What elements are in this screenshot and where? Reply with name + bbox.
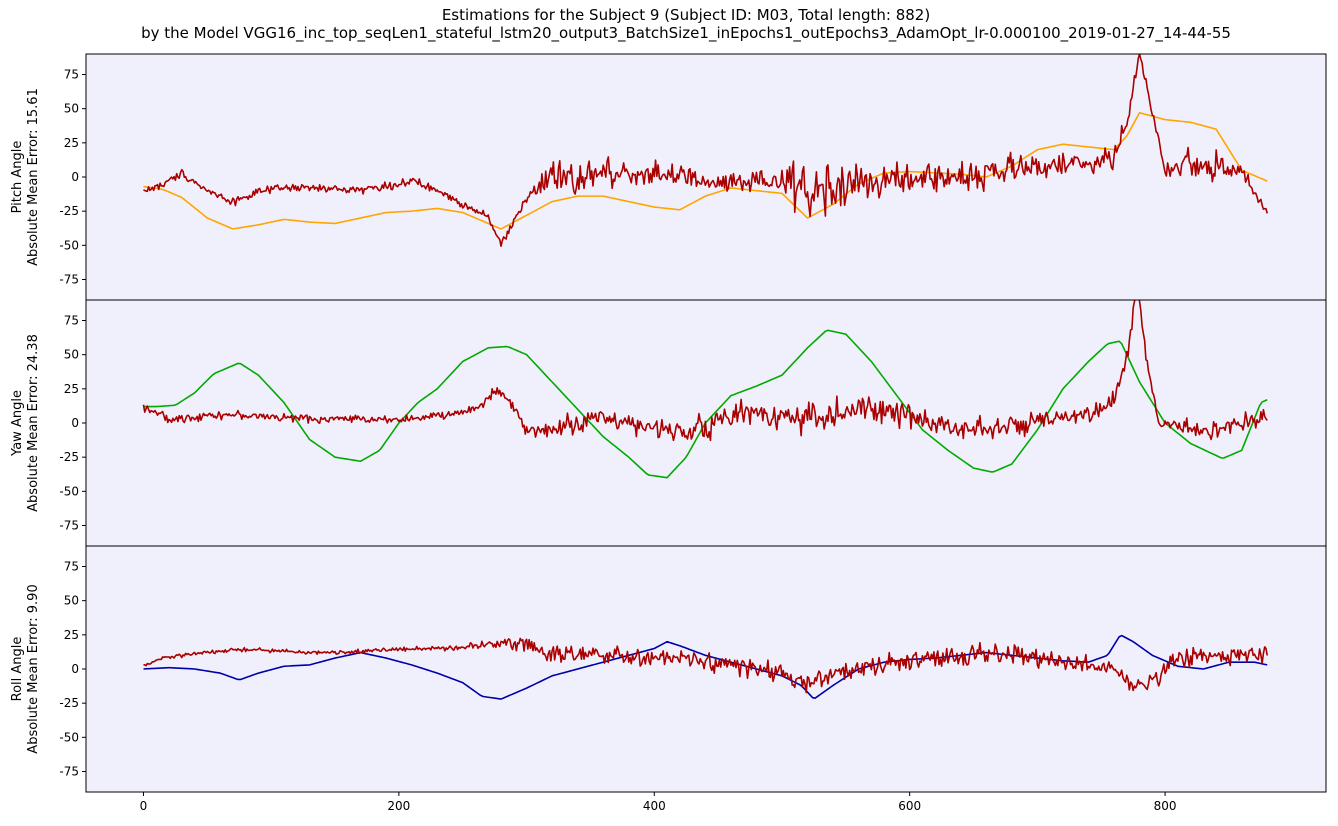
ytick-label: 25 [64,382,79,396]
xtick-label: 0 [140,799,148,813]
yticks-yaw: -75 -50 -25 0 25 50 75 [59,314,86,533]
ytick-label: -75 [59,273,79,287]
ytick-label: 0 [71,170,79,184]
ytick-label: 50 [64,594,79,608]
ytick-label: 75 [64,68,79,82]
chart-title-line2: by the Model VGG16_inc_top_seqLen1_state… [141,24,1231,43]
series-ground-truth-pitch [143,111,1268,230]
ylabel-yaw-line2: Absolute Mean Error: 24.38 [26,334,41,512]
series-estimation-yaw [142,300,1268,442]
ytick-label: 25 [64,628,79,642]
yticks-pitch: -75 -50 -25 0 25 50 75 [59,68,86,287]
ytick-label: -75 [59,519,79,533]
subplot-yaw: -75 -50 -25 0 25 50 75 Yaw Angle Absolute Mean… [10,299,1327,547]
ytick-label: 50 [64,348,79,362]
xtick-label: 200 [387,799,410,813]
xtick-label: 800 [1154,799,1177,813]
plot-area-roll [86,546,1326,792]
marks-yaw [142,300,1268,479]
ytick-label: -25 [59,450,79,464]
ytick-label: -75 [59,765,79,779]
ytick-label: -50 [59,484,79,498]
ytick-label: 0 [71,662,79,676]
ylabel-yaw-line1: Yaw Angle [10,390,25,457]
ytick-label: 50 [64,102,79,116]
series-estimation-roll [143,637,1269,694]
ylabel-pitch-line1: Pitch Angle [10,141,25,214]
yticks-roll: -75 -50 -25 0 25 50 75 [59,560,86,779]
marks-pitch [143,54,1269,247]
ytick-label: 25 [64,136,79,150]
subplot-pitch: -75 -50 -25 0 25 50 75 Pitch Angle Absolute Me… [10,53,1327,301]
chart-title-line1: Estimations for the Subject 9 (Subject I… [442,6,930,24]
xaxis-ticks: 0 200 400 600 800 [140,792,1177,813]
ytick-label: -50 [59,238,79,252]
ytick-label: 0 [71,416,79,430]
ylabel-roll-line2: Absolute Mean Error: 9.90 [26,584,41,753]
xtick-label: 600 [898,799,921,813]
ytick-label: -50 [59,730,79,744]
ytick-label: -25 [59,204,79,218]
ylabel-pitch-line2: Absolute Mean Error: 15.61 [26,88,41,266]
ytick-label: 75 [64,314,79,328]
subplot-roll: -75 -50 -25 0 25 50 75 Roll Angle Absolute Mea… [10,545,1327,793]
ytick-label: 75 [64,560,79,574]
ylabel-roll-line1: Roll Angle [10,637,25,702]
marks-roll [143,634,1269,700]
series-estimation-pitch [143,54,1269,247]
xtick-label: 400 [643,799,666,813]
plot-area-pitch [86,54,1326,300]
ytick-label: -25 [59,696,79,710]
